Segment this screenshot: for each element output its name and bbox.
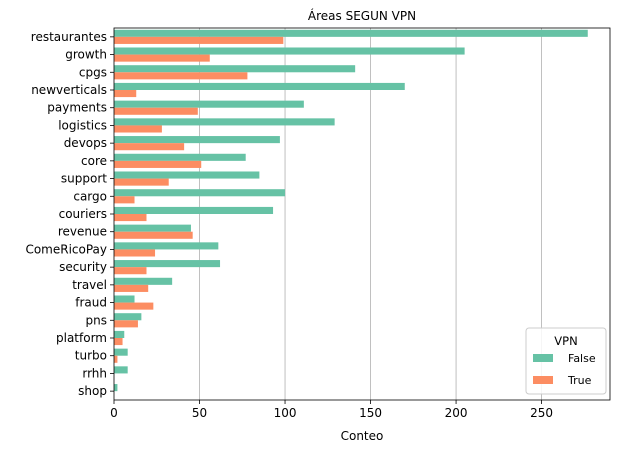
bar-growth-false [114,47,465,55]
bar-platform-false [114,330,125,338]
bar-logistics-false [114,118,335,126]
x-tick-label: 250 [530,406,553,420]
plot-frame [113,27,611,401]
y-tick-label: support [61,172,107,186]
x-tick-label: 0 [110,406,118,420]
x-tick-label: 100 [274,406,297,420]
legend-label-true: True [567,374,592,387]
legend-swatch-false [533,354,553,362]
y-tick-label: cpgs [79,65,107,79]
y-tick-label: devops [64,136,107,150]
bar-support-false [114,171,260,179]
y-tick-label: ComeRicoPay [25,242,107,256]
y-tick-label: core [81,154,107,168]
bar-restaurantes-true [114,36,284,44]
axes-layer: 0 50 100 150 200 250 restaurantes growth cpgs new… [25,27,611,420]
bar-cargo-true [114,196,135,204]
x-tick-label: 50 [192,406,207,420]
y-tick-label: couriers [59,207,107,221]
y-tick-label: revenue [58,225,107,239]
bar-pns-false [114,313,142,321]
bar-payments-true [114,107,198,115]
y-tick-label: turbo [75,349,107,363]
y-tick-label: travel [72,278,107,292]
bar-cpgs-true [114,72,248,80]
bar-rrhh-false [114,366,128,374]
bar-core-false [114,153,246,161]
bar-fraud-true [114,302,154,310]
bar-security-false [114,260,221,268]
bar-devops-false [114,136,280,144]
bar-newverticals-true [114,90,137,98]
legend-label-false: False [568,352,596,365]
bar-shop-false [114,384,118,392]
bar-cargo-false [114,189,286,197]
bar-core-true [114,160,202,168]
x-axis-label: Conteo [341,429,384,443]
x-tick-label: 200 [445,406,468,420]
bar-revenue-false [114,224,191,232]
bar-couriers-false [114,206,274,214]
bar-restaurantes-false [114,29,588,37]
bar-ComeRicoPay-false [114,242,219,250]
legend-title: VPN [554,334,577,348]
x-tick-label: 150 [359,406,382,420]
chart-title: Áreas SEGUN VPN [308,8,416,23]
bar-newverticals-false [114,82,405,90]
legend-swatch-true [533,376,553,384]
y-tick-label: fraud [75,296,107,310]
bar-travel-false [114,277,173,285]
bars-layer [114,29,588,392]
y-tick-label: growth [65,48,107,62]
bar-travel-true [114,284,149,292]
bar-pns-true [114,320,138,328]
bar-turbo-false [114,348,128,356]
bar-logistics-true [114,125,162,133]
y-tick-label: newverticals [31,83,107,97]
bar-ComeRicoPay-true [114,249,156,257]
y-tick-label: rrhh [82,366,107,380]
y-tick-label: payments [47,101,107,115]
legend: VPN False True [525,327,607,395]
bar-fraud-false [114,295,135,303]
y-tick-label: security [59,260,107,274]
bar-turbo-true [114,355,118,363]
bar-couriers-true [114,214,147,222]
y-tick-label: shop [78,384,107,398]
y-tick-label: cargo [73,189,107,203]
y-tick-label: restaurantes [31,30,107,44]
y-tick-label: pns [86,313,107,327]
bar-devops-true [114,143,185,151]
bar-platform-true [114,338,123,346]
bar-payments-false [114,100,304,108]
bar-cpgs-false [114,65,356,73]
bar-security-true [114,267,147,275]
bar-growth-true [114,54,210,62]
bar-revenue-true [114,231,193,239]
y-tick-label: platform [56,331,107,345]
bar-support-true [114,178,169,186]
y-tick-label: logistics [58,118,107,132]
